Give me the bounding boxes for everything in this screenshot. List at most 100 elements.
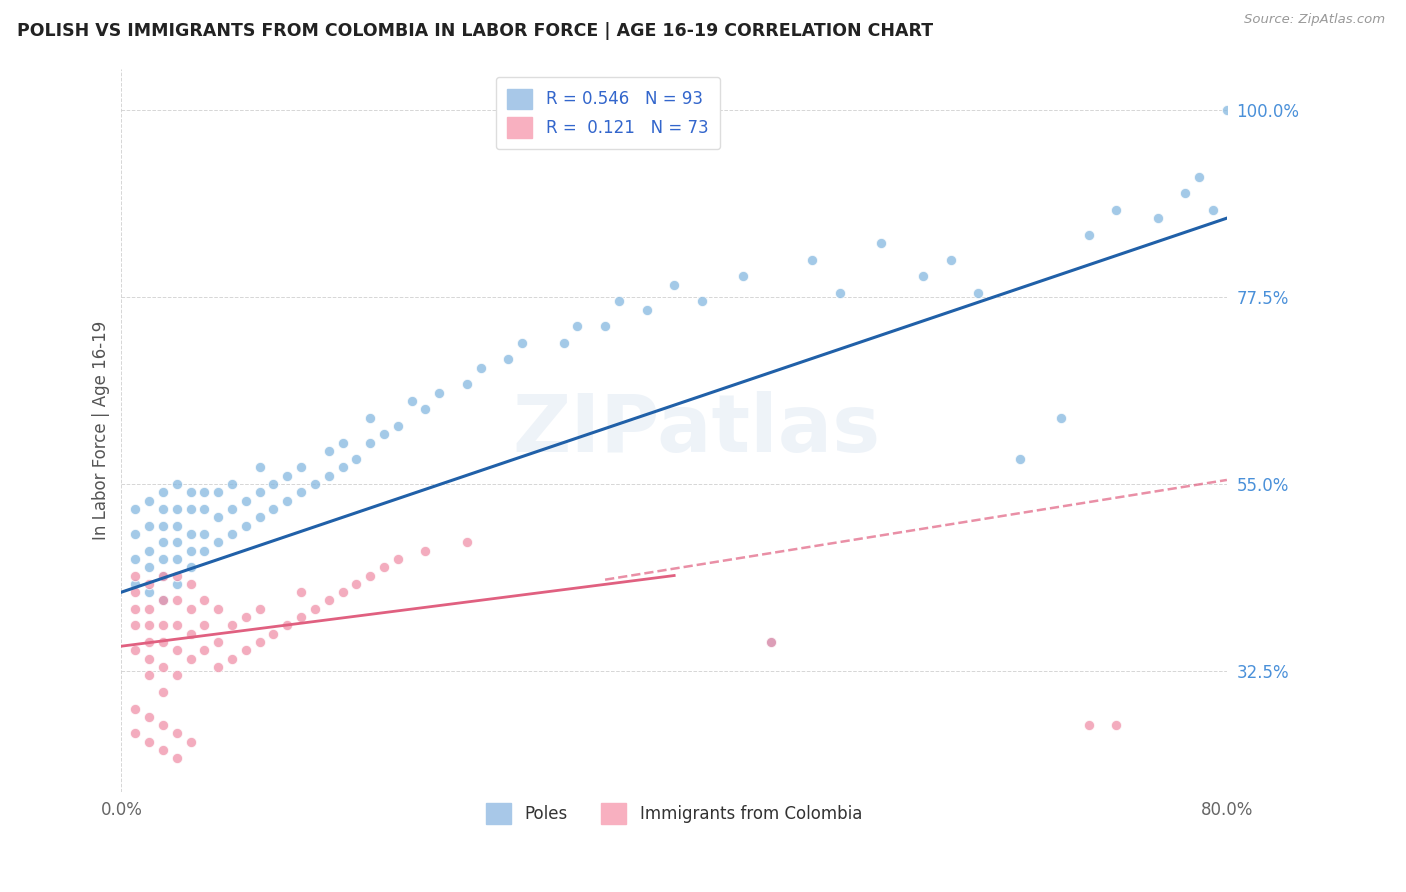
Point xyxy=(870,235,893,250)
Point xyxy=(166,668,188,682)
Point xyxy=(152,568,174,582)
Point xyxy=(193,618,215,632)
Point xyxy=(124,502,146,516)
Point xyxy=(152,635,174,649)
Point xyxy=(166,577,188,591)
Point xyxy=(138,585,160,599)
Point xyxy=(249,601,271,615)
Point xyxy=(235,518,257,533)
Point xyxy=(733,269,755,284)
Point xyxy=(152,593,174,607)
Point xyxy=(180,651,202,665)
Point xyxy=(373,427,395,442)
Point xyxy=(276,618,298,632)
Point xyxy=(290,485,312,500)
Point xyxy=(427,385,450,400)
Point xyxy=(180,560,202,574)
Point xyxy=(290,610,312,624)
Point xyxy=(124,643,146,657)
Point xyxy=(180,577,202,591)
Point xyxy=(166,593,188,607)
Point xyxy=(152,518,174,533)
Point xyxy=(415,543,437,558)
Point xyxy=(124,568,146,582)
Point xyxy=(166,502,188,516)
Point xyxy=(387,418,409,433)
Point xyxy=(567,319,589,334)
Point xyxy=(221,651,243,665)
Point xyxy=(180,735,202,749)
Point xyxy=(152,552,174,566)
Point xyxy=(138,668,160,682)
Point xyxy=(235,643,257,657)
Point xyxy=(262,626,284,640)
Point xyxy=(138,493,160,508)
Point xyxy=(1146,211,1168,226)
Point xyxy=(1188,169,1211,184)
Point xyxy=(662,277,685,292)
Point xyxy=(207,485,229,500)
Point xyxy=(553,335,575,350)
Point xyxy=(911,269,934,284)
Point xyxy=(401,394,423,409)
Point xyxy=(318,593,340,607)
Point xyxy=(152,535,174,549)
Point xyxy=(152,743,174,757)
Point xyxy=(193,485,215,500)
Point xyxy=(138,618,160,632)
Y-axis label: In Labor Force | Age 16-19: In Labor Force | Age 16-19 xyxy=(93,320,110,540)
Point xyxy=(124,585,146,599)
Point xyxy=(166,726,188,740)
Point xyxy=(387,552,409,566)
Point xyxy=(207,510,229,524)
Point xyxy=(304,477,326,491)
Point xyxy=(967,285,990,300)
Point xyxy=(332,460,354,475)
Point xyxy=(636,302,658,317)
Point xyxy=(138,710,160,724)
Point xyxy=(207,635,229,649)
Point xyxy=(359,435,381,450)
Point xyxy=(124,618,146,632)
Point xyxy=(332,435,354,450)
Point xyxy=(180,527,202,541)
Point xyxy=(690,294,713,309)
Point xyxy=(759,635,782,649)
Point xyxy=(193,643,215,657)
Point xyxy=(1105,202,1128,217)
Point xyxy=(180,601,202,615)
Point xyxy=(456,535,478,549)
Point xyxy=(1105,718,1128,732)
Point xyxy=(180,543,202,558)
Point xyxy=(276,468,298,483)
Point xyxy=(235,493,257,508)
Point xyxy=(939,252,962,267)
Point xyxy=(138,735,160,749)
Point xyxy=(180,626,202,640)
Point xyxy=(124,527,146,541)
Point xyxy=(152,718,174,732)
Point xyxy=(138,577,160,591)
Point xyxy=(1216,103,1239,117)
Point xyxy=(180,485,202,500)
Point xyxy=(262,502,284,516)
Point xyxy=(470,360,492,375)
Point xyxy=(166,535,188,549)
Point xyxy=(152,502,174,516)
Point xyxy=(166,552,188,566)
Point xyxy=(828,285,851,300)
Point xyxy=(124,552,146,566)
Point xyxy=(332,585,354,599)
Point xyxy=(359,568,381,582)
Point xyxy=(249,460,271,475)
Point xyxy=(318,443,340,458)
Point xyxy=(166,643,188,657)
Point xyxy=(193,502,215,516)
Point xyxy=(1008,452,1031,467)
Legend: Poles, Immigrants from Colombia: Poles, Immigrants from Colombia xyxy=(479,797,869,830)
Point xyxy=(235,610,257,624)
Point xyxy=(1077,718,1099,732)
Point xyxy=(607,294,630,309)
Point xyxy=(456,377,478,392)
Point xyxy=(138,560,160,574)
